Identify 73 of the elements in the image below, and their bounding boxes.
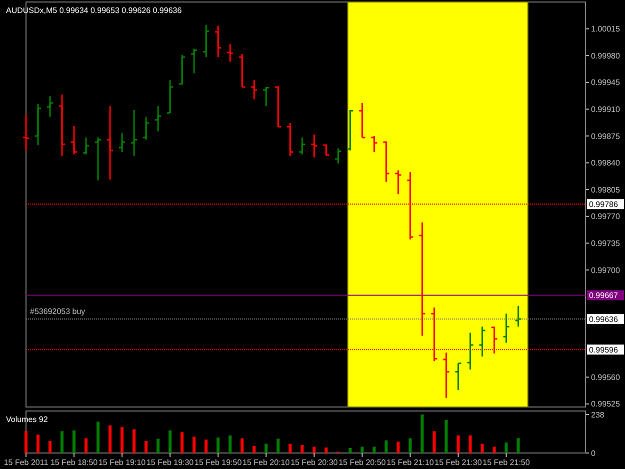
bar — [228, 435, 232, 453]
bar — [192, 436, 196, 453]
bar — [276, 438, 280, 453]
bar — [312, 446, 316, 453]
x-tick-label: 15 Feb 19:30 — [146, 458, 194, 467]
bar — [396, 442, 400, 453]
bar — [240, 438, 244, 453]
bar — [516, 438, 520, 453]
y-tick-label: 0.99770 — [591, 212, 620, 222]
y-tick-label: 238 — [591, 410, 605, 420]
bar — [132, 429, 136, 453]
bar — [180, 432, 184, 453]
bar — [216, 437, 220, 453]
x-tick-label: 15 Feb 21:50 — [482, 458, 530, 467]
y-tick-label: 0 — [591, 448, 596, 458]
y-tick-label: 0.99945 — [591, 78, 620, 88]
bar — [72, 430, 76, 453]
bar — [168, 430, 172, 453]
y-tick-label: 1.00015 — [591, 24, 620, 34]
x-tick-label: 15 Feb 20:10 — [242, 458, 290, 467]
y-tick-label: 0.99525 — [591, 400, 620, 409]
bar — [204, 440, 208, 453]
bar — [120, 427, 124, 453]
bar — [360, 446, 364, 453]
bar — [48, 440, 52, 453]
y-tick-label: 0.99700 — [591, 266, 620, 275]
bar — [36, 434, 40, 453]
y-tick-label: 0.99980 — [591, 51, 620, 60]
ref-line-label: 0.99667 — [589, 291, 618, 300]
x-tick-label: 15 Feb 20:30 — [290, 458, 338, 467]
y-tick-label: 0.99805 — [591, 185, 620, 194]
bar — [84, 438, 88, 453]
y-tick-label: 0.99735 — [591, 238, 620, 248]
bar — [252, 446, 256, 453]
bar — [156, 438, 160, 453]
text: Volumes 92 — [6, 415, 48, 424]
bar — [60, 431, 64, 453]
bar — [24, 431, 28, 453]
x-tick-label: 15 Feb 2011 — [4, 458, 49, 467]
y-tick-label: 0.99840 — [591, 158, 620, 168]
x-tick-label: 15 Feb 21:10 — [386, 458, 434, 467]
ref-line-label: 0.99596 — [589, 345, 618, 354]
bar — [348, 448, 352, 453]
bar — [372, 446, 376, 453]
bar — [444, 420, 448, 453]
bar — [264, 444, 268, 453]
bar — [288, 444, 292, 453]
x-tick-label: 15 Feb 18:50 — [50, 458, 98, 467]
x-tick-label: 15 Feb 20:50 — [338, 458, 386, 467]
bar — [300, 445, 304, 453]
annotation: #53692053 buy — [30, 306, 86, 316]
ref-line-label: 0.99636 — [589, 314, 618, 324]
x-tick-label: 15 Feb 19:50 — [194, 458, 242, 467]
x-tick-label: 15 Feb 21:30 — [434, 458, 482, 467]
bar — [108, 425, 112, 453]
bar — [144, 440, 148, 453]
y-tick-label: 0.99560 — [591, 372, 620, 382]
bar — [456, 435, 460, 453]
bar — [384, 440, 388, 453]
bar — [492, 446, 496, 453]
text: AUDUSDx,M5 0.99634 0.99653 0.99626 0.99636 — [6, 6, 182, 15]
bar — [468, 435, 472, 453]
bar — [432, 431, 436, 453]
bar — [504, 442, 508, 453]
ref-line-label: 0.99786 — [589, 200, 618, 209]
y-tick-label: 0.99910 — [591, 104, 620, 114]
bar — [324, 448, 328, 453]
bar — [96, 422, 100, 453]
bar — [480, 444, 484, 453]
bar — [420, 414, 424, 453]
bar — [408, 438, 412, 453]
y-tick-label: 0.99875 — [591, 132, 620, 141]
x-tick-label: 15 Feb 19:10 — [98, 458, 146, 467]
